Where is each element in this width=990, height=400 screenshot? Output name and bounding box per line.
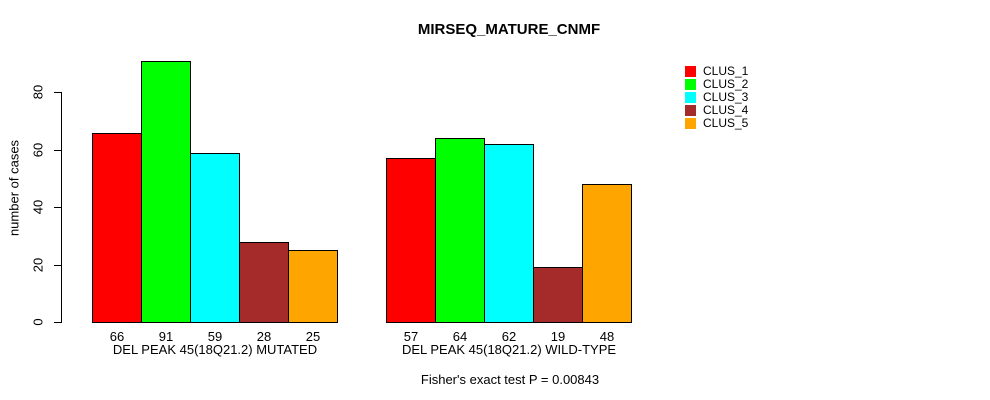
x-axis-group-label: DEL PEAK 45(18Q21.2) WILD-TYPE (401, 342, 617, 357)
legend-item-clus_4: CLUS_4 (685, 103, 749, 117)
bar-clus_2-group1 (141, 61, 191, 323)
y-axis-tick-label: 20 (30, 257, 46, 273)
y-axis-tick-mark (54, 265, 61, 266)
legend-label: CLUS_5 (703, 116, 749, 130)
bar-clus_4-group2 (533, 267, 583, 323)
legend: CLUS_1 CLUS_2 CLUS_3 CLUS_4 CLUS_5 (685, 64, 749, 131)
bar-clus_4-group1 (239, 242, 289, 323)
bar-value-label: 48 (599, 329, 615, 344)
bar-clus_5-group1 (288, 250, 338, 323)
y-axis-tick-label: 60 (30, 142, 46, 158)
y-axis-label: number of cases (6, 139, 22, 237)
bar-clus_5-group2 (582, 184, 632, 323)
bar-clus_3-group2 (484, 144, 534, 323)
legend-label: CLUS_2 (703, 77, 749, 91)
bar-value-label: 28 (256, 329, 272, 344)
bar-clus_2-group2 (435, 138, 485, 323)
legend-item-clus_5: CLUS_5 (685, 116, 749, 130)
y-axis-tick-label: 80 (30, 84, 46, 100)
bar-value-label: 64 (452, 329, 468, 344)
bar-value-label: 57 (403, 329, 419, 344)
legend-swatch-clus_2 (685, 79, 696, 90)
legend-item-clus_1: CLUS_1 (685, 64, 749, 78)
y-axis-line (61, 92, 62, 323)
y-axis-tick-label: 0 (30, 318, 46, 326)
y-axis-tick-mark (54, 322, 61, 323)
legend-label: CLUS_4 (703, 103, 749, 117)
bar-value-label: 66 (109, 329, 125, 344)
legend-item-clus_2: CLUS_2 (685, 77, 749, 91)
bar-value-label: 19 (550, 329, 566, 344)
bar-clus_1-group2 (386, 158, 436, 323)
bar-clus_3-group1 (190, 153, 240, 323)
legend-swatch-clus_1 (685, 66, 696, 77)
x-axis-group-label: DEL PEAK 45(18Q21.2) MUTATED (112, 342, 318, 357)
legend-label: CLUS_3 (703, 90, 749, 104)
bar-value-label: 91 (158, 329, 174, 344)
y-axis-tick-mark (54, 92, 61, 93)
chart-title: MIRSEQ_MATURE_CNMF (417, 21, 601, 38)
legend-label: CLUS_1 (703, 64, 749, 78)
y-axis-tick-label: 40 (30, 199, 46, 215)
bar-value-label: 59 (207, 329, 223, 344)
y-axis-tick-mark (54, 207, 61, 208)
footer-pvalue-annotation: Fisher's exact test P = 0.00843 (420, 372, 600, 387)
bar-value-label: 25 (305, 329, 321, 344)
bar-clus_1-group1 (92, 133, 142, 323)
legend-swatch-clus_3 (685, 92, 696, 103)
legend-swatch-clus_5 (685, 118, 696, 129)
legend-item-clus_3: CLUS_3 (685, 90, 749, 104)
legend-swatch-clus_4 (685, 105, 696, 116)
bar-value-label: 62 (501, 329, 517, 344)
y-axis-tick-mark (54, 150, 61, 151)
